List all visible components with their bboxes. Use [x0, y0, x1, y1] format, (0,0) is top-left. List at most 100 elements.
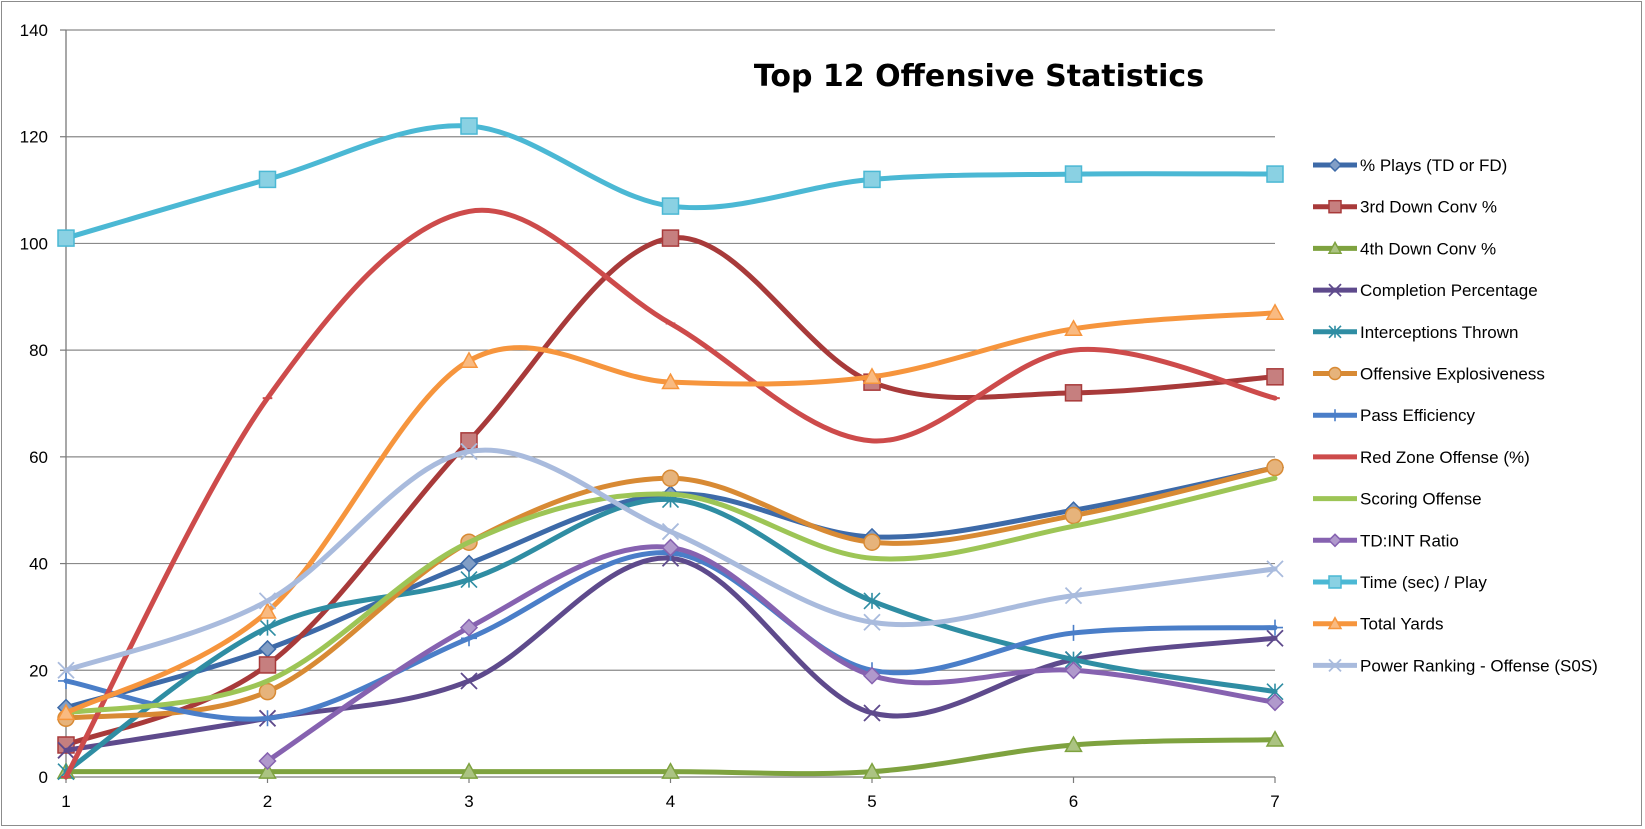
series-4: [57, 549, 1284, 759]
data-point: [863, 704, 881, 722]
data-point: [258, 762, 277, 779]
data-point: [460, 432, 478, 450]
series-9: [63, 475, 1278, 716]
data-point: [661, 522, 680, 541]
y-tick-label: 40: [29, 555, 48, 574]
series-13: [57, 442, 1284, 679]
data-point: [460, 442, 478, 461]
data-point: [1265, 693, 1285, 712]
legend-label: Red Zone Offense (%): [1360, 448, 1530, 467]
data-point: [258, 592, 277, 610]
legend-swatch-marker: [1328, 283, 1342, 297]
x-tick-label: 7: [1270, 792, 1279, 811]
legend-item: Offensive Explosiveness: [1313, 365, 1545, 384]
legend-item: 3rd Down Conv %: [1313, 198, 1497, 217]
data-point: [258, 656, 277, 674]
data-point: [1267, 619, 1283, 636]
data-point: [661, 538, 680, 557]
series-10: [258, 538, 1285, 771]
y-tick-label: 20: [29, 661, 48, 680]
data-point: [1064, 661, 1083, 680]
series-layer: [56, 117, 1285, 781]
data-point: [1265, 730, 1285, 747]
legend-label: Offensive Explosiveness: [1360, 365, 1545, 384]
series-5: [57, 490, 1284, 781]
data-point: [661, 372, 680, 390]
data-point: [862, 666, 882, 685]
legend-item: Interceptions Thrown: [1313, 323, 1518, 342]
data-point: [1266, 458, 1284, 477]
legend-item: Time (sec) / Play: [1313, 573, 1487, 592]
legend-item: TD:INT Ratio: [1313, 531, 1459, 550]
data-point: [1266, 368, 1284, 386]
y-tick-label: 80: [29, 341, 48, 360]
legend-label: Pass Efficiency: [1360, 406, 1475, 425]
legend-label: 4th Down Conv %: [1360, 239, 1496, 258]
legend-swatch-marker: [1328, 199, 1342, 214]
legend-item: Power Ranking - Offense (S0S): [1313, 656, 1598, 675]
data-point: [58, 672, 74, 689]
data-point: [56, 703, 76, 721]
data-point: [661, 762, 680, 779]
legend-swatch-marker: [1328, 366, 1342, 381]
legend-label: Completion Percentage: [1360, 281, 1538, 300]
legend-item: Completion Percentage: [1313, 281, 1538, 300]
data-point: [460, 117, 478, 135]
data-point: [863, 613, 881, 631]
legend-label: % Plays (TD or FD): [1360, 156, 1507, 175]
data-point: [1064, 384, 1083, 402]
data-point: [57, 661, 75, 679]
data-point: [259, 710, 276, 727]
legend-label: Scoring Offense: [1360, 490, 1482, 509]
data-point: [258, 619, 277, 637]
legend-swatch-marker: [1327, 533, 1343, 548]
x-tick-label: 5: [867, 792, 876, 811]
data-point: [661, 229, 680, 247]
x-tick-label: 3: [464, 792, 473, 811]
data-point: [258, 639, 277, 659]
legend-swatch-marker: [1327, 157, 1343, 173]
data-point: [1065, 624, 1082, 641]
legend-item: % Plays (TD or FD): [1313, 156, 1507, 175]
x-tick-label: 1: [61, 792, 70, 811]
data-point: [1064, 586, 1083, 605]
y-tick-label: 140: [20, 21, 48, 40]
data-point: [863, 533, 881, 551]
x-axis-ticks: 1 2 3 4 5 6 7: [61, 792, 1279, 811]
data-point: [459, 618, 479, 637]
data-point: [661, 197, 680, 215]
series-11: [57, 117, 1284, 247]
data-point: [661, 469, 680, 487]
series-3: [56, 730, 1285, 779]
y-tick-label: 120: [20, 128, 48, 147]
data-point: [1265, 303, 1285, 320]
legend-swatch-marker: [1328, 325, 1342, 339]
data-point: [460, 571, 478, 589]
data-point: [57, 741, 75, 759]
legend-label: Time (sec) / Play: [1360, 573, 1487, 592]
legend-label: Power Ranking - Offense (S0S): [1360, 656, 1598, 675]
x-tick-label: 6: [1069, 792, 1078, 811]
chart-title: Top 12 Offensive Statistics: [754, 59, 1204, 94]
series-line: [63, 207, 1278, 780]
y-tick-label: 100: [20, 234, 48, 253]
legend-label: Interceptions Thrown: [1360, 323, 1518, 342]
data-point: [1266, 560, 1284, 578]
data-point: [258, 170, 277, 189]
x-tick-label: 2: [263, 792, 272, 811]
data-point: [1064, 319, 1083, 336]
data-point: [459, 554, 479, 573]
legend-swatch-marker: [1327, 616, 1343, 630]
data-point: [1266, 629, 1284, 647]
y-axis-ticks: 0 20 40 60 80 100 120 140: [20, 21, 48, 787]
data-point: [258, 682, 277, 701]
data-point: [1064, 506, 1083, 525]
x-tick-label: 4: [666, 792, 675, 811]
data-point: [459, 351, 479, 368]
series-8: [61, 207, 1280, 780]
series-line: [63, 123, 1278, 241]
data-point: [459, 762, 479, 779]
data-point: [258, 751, 277, 771]
y-tick-label: 60: [29, 448, 48, 467]
data-point: [862, 762, 882, 779]
